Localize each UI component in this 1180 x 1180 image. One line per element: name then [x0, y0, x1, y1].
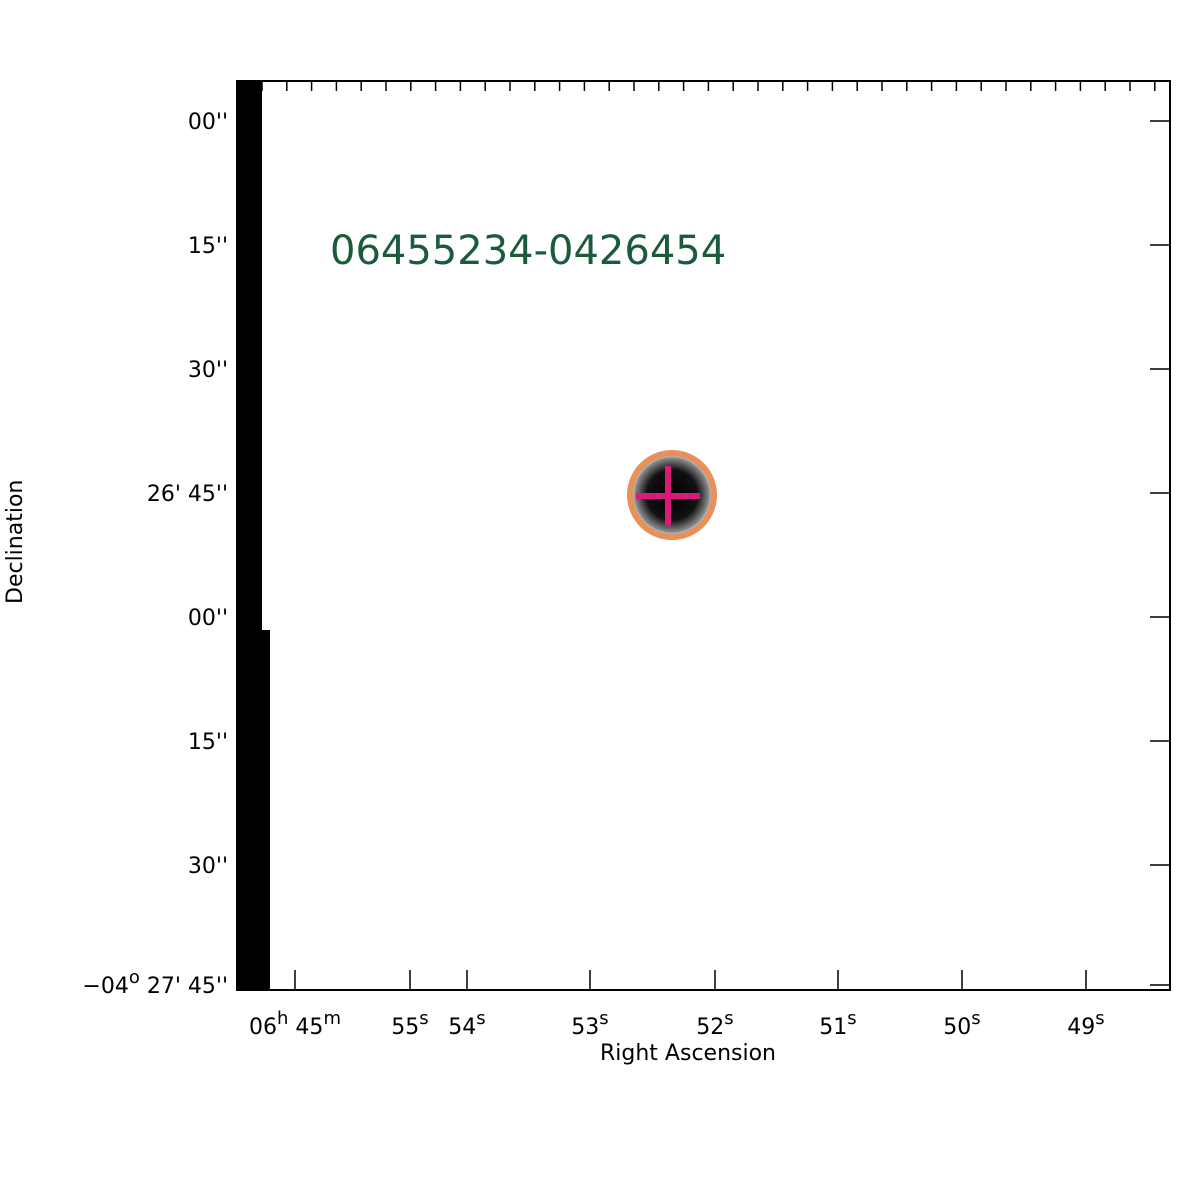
tick-label-part: 51: [819, 1015, 847, 1040]
tick-label: 51s: [819, 1008, 856, 1040]
tick-label: −04o 27' 45'': [82, 967, 228, 999]
tick-label-sup: s: [599, 1008, 608, 1029]
sky-image: [237, 81, 1170, 990]
tick-label-sup: s: [476, 1008, 485, 1029]
tick-label-sup: s: [419, 1008, 428, 1029]
y-axis-label: Declination: [3, 480, 28, 604]
tick-label: 55s: [391, 1008, 428, 1040]
source-label: 06455234-0426454: [330, 228, 726, 274]
tick-label-sup: s: [847, 1008, 856, 1029]
tick-label: 15'': [188, 234, 228, 259]
tick-label: 52s: [696, 1008, 733, 1040]
tick-label-sup: s: [1095, 1008, 1104, 1029]
tick-label: 30'': [188, 854, 228, 879]
source-cross: [636, 466, 700, 526]
tick-label: 50s: [943, 1008, 980, 1040]
tick-label: 00'': [188, 606, 228, 631]
tick-label-part: −04: [82, 974, 128, 999]
x-axis-label: Right Ascension: [600, 1041, 776, 1066]
image-edge: [237, 81, 270, 990]
tick-label: 53s: [571, 1008, 608, 1040]
tick-label-sup: s: [971, 1008, 980, 1029]
tick-label-part: 54: [448, 1015, 476, 1040]
tick-label-part: 30'': [188, 854, 228, 879]
tick-label-sup: m: [323, 1008, 341, 1029]
tick-label-part: 15'': [188, 234, 228, 259]
tick-label-part: 50: [943, 1015, 971, 1040]
tick-label-part: 27' 45'': [140, 974, 228, 999]
tick-label-part: 53: [571, 1015, 599, 1040]
tick-label-part: 55: [391, 1015, 419, 1040]
tick-label-part: 30'': [188, 358, 228, 383]
tick-label: 54s: [448, 1008, 485, 1040]
tick-label: 30'': [188, 358, 228, 383]
ticks: 06h 45m 55s 54s 53s 52s 51s 50s 49s00''15''30''…: [82, 81, 1170, 1040]
tick-label: 15'': [188, 730, 228, 755]
tick-label-sup: o: [129, 967, 140, 988]
tick-label-part: 06: [249, 1015, 277, 1040]
tick-label: 00'': [188, 110, 228, 135]
tick-label-part: 15'': [188, 730, 228, 755]
tick-label: 49s: [1067, 1008, 1104, 1040]
tick-label-sup: h: [277, 1008, 288, 1029]
tick-label-part: 26' 45'': [147, 482, 228, 507]
tick-label: 26' 45'': [147, 482, 228, 507]
tick-label-part: 49: [1067, 1015, 1095, 1040]
tick-label-part: 00'': [188, 606, 228, 631]
tick-label-part: 00'': [188, 110, 228, 135]
tick-label-part: 45: [288, 1015, 323, 1040]
frame: [236, 80, 1171, 991]
source-circle: [627, 450, 717, 540]
tick-label-sup: s: [724, 1008, 733, 1029]
tick-label: 06h 45m: [249, 1008, 341, 1040]
tick-label-part: 52: [696, 1015, 724, 1040]
